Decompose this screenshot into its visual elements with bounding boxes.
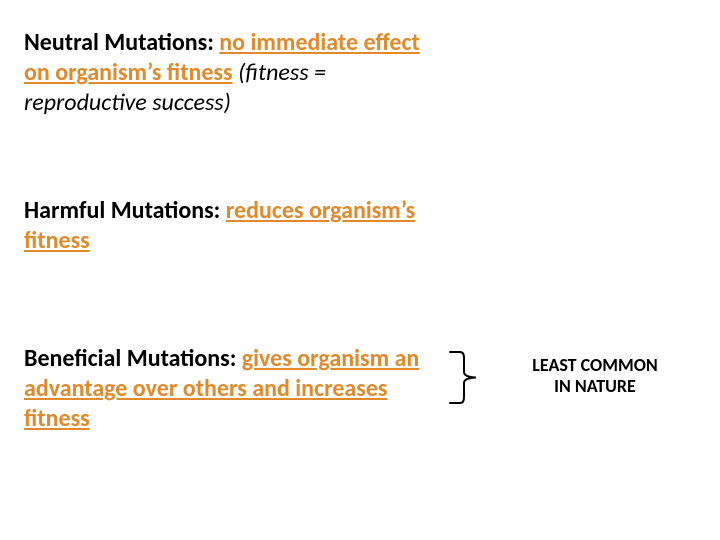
term-harmful: Harmful Mutations: [24, 196, 220, 225]
annotation-line2: IN NATURE [554, 375, 636, 397]
bracket-icon [448, 350, 478, 405]
annotation-least-common: LEAST COMMON IN NATURE [480, 355, 710, 396]
slide: Neutral Mutations: no immediate effect o… [0, 0, 720, 540]
block-neutral: Neutral Mutations: no immediate effect o… [24, 28, 444, 118]
block-harmful: Harmful Mutations: reduces organism’s fi… [24, 196, 444, 256]
term-beneficial: Beneficial Mutations: [24, 344, 236, 373]
term-neutral: Neutral Mutations: [24, 28, 214, 57]
annotation-line1: LEAST COMMON [532, 354, 657, 376]
block-beneficial: Beneficial Mutations: gives organism an … [24, 344, 444, 434]
